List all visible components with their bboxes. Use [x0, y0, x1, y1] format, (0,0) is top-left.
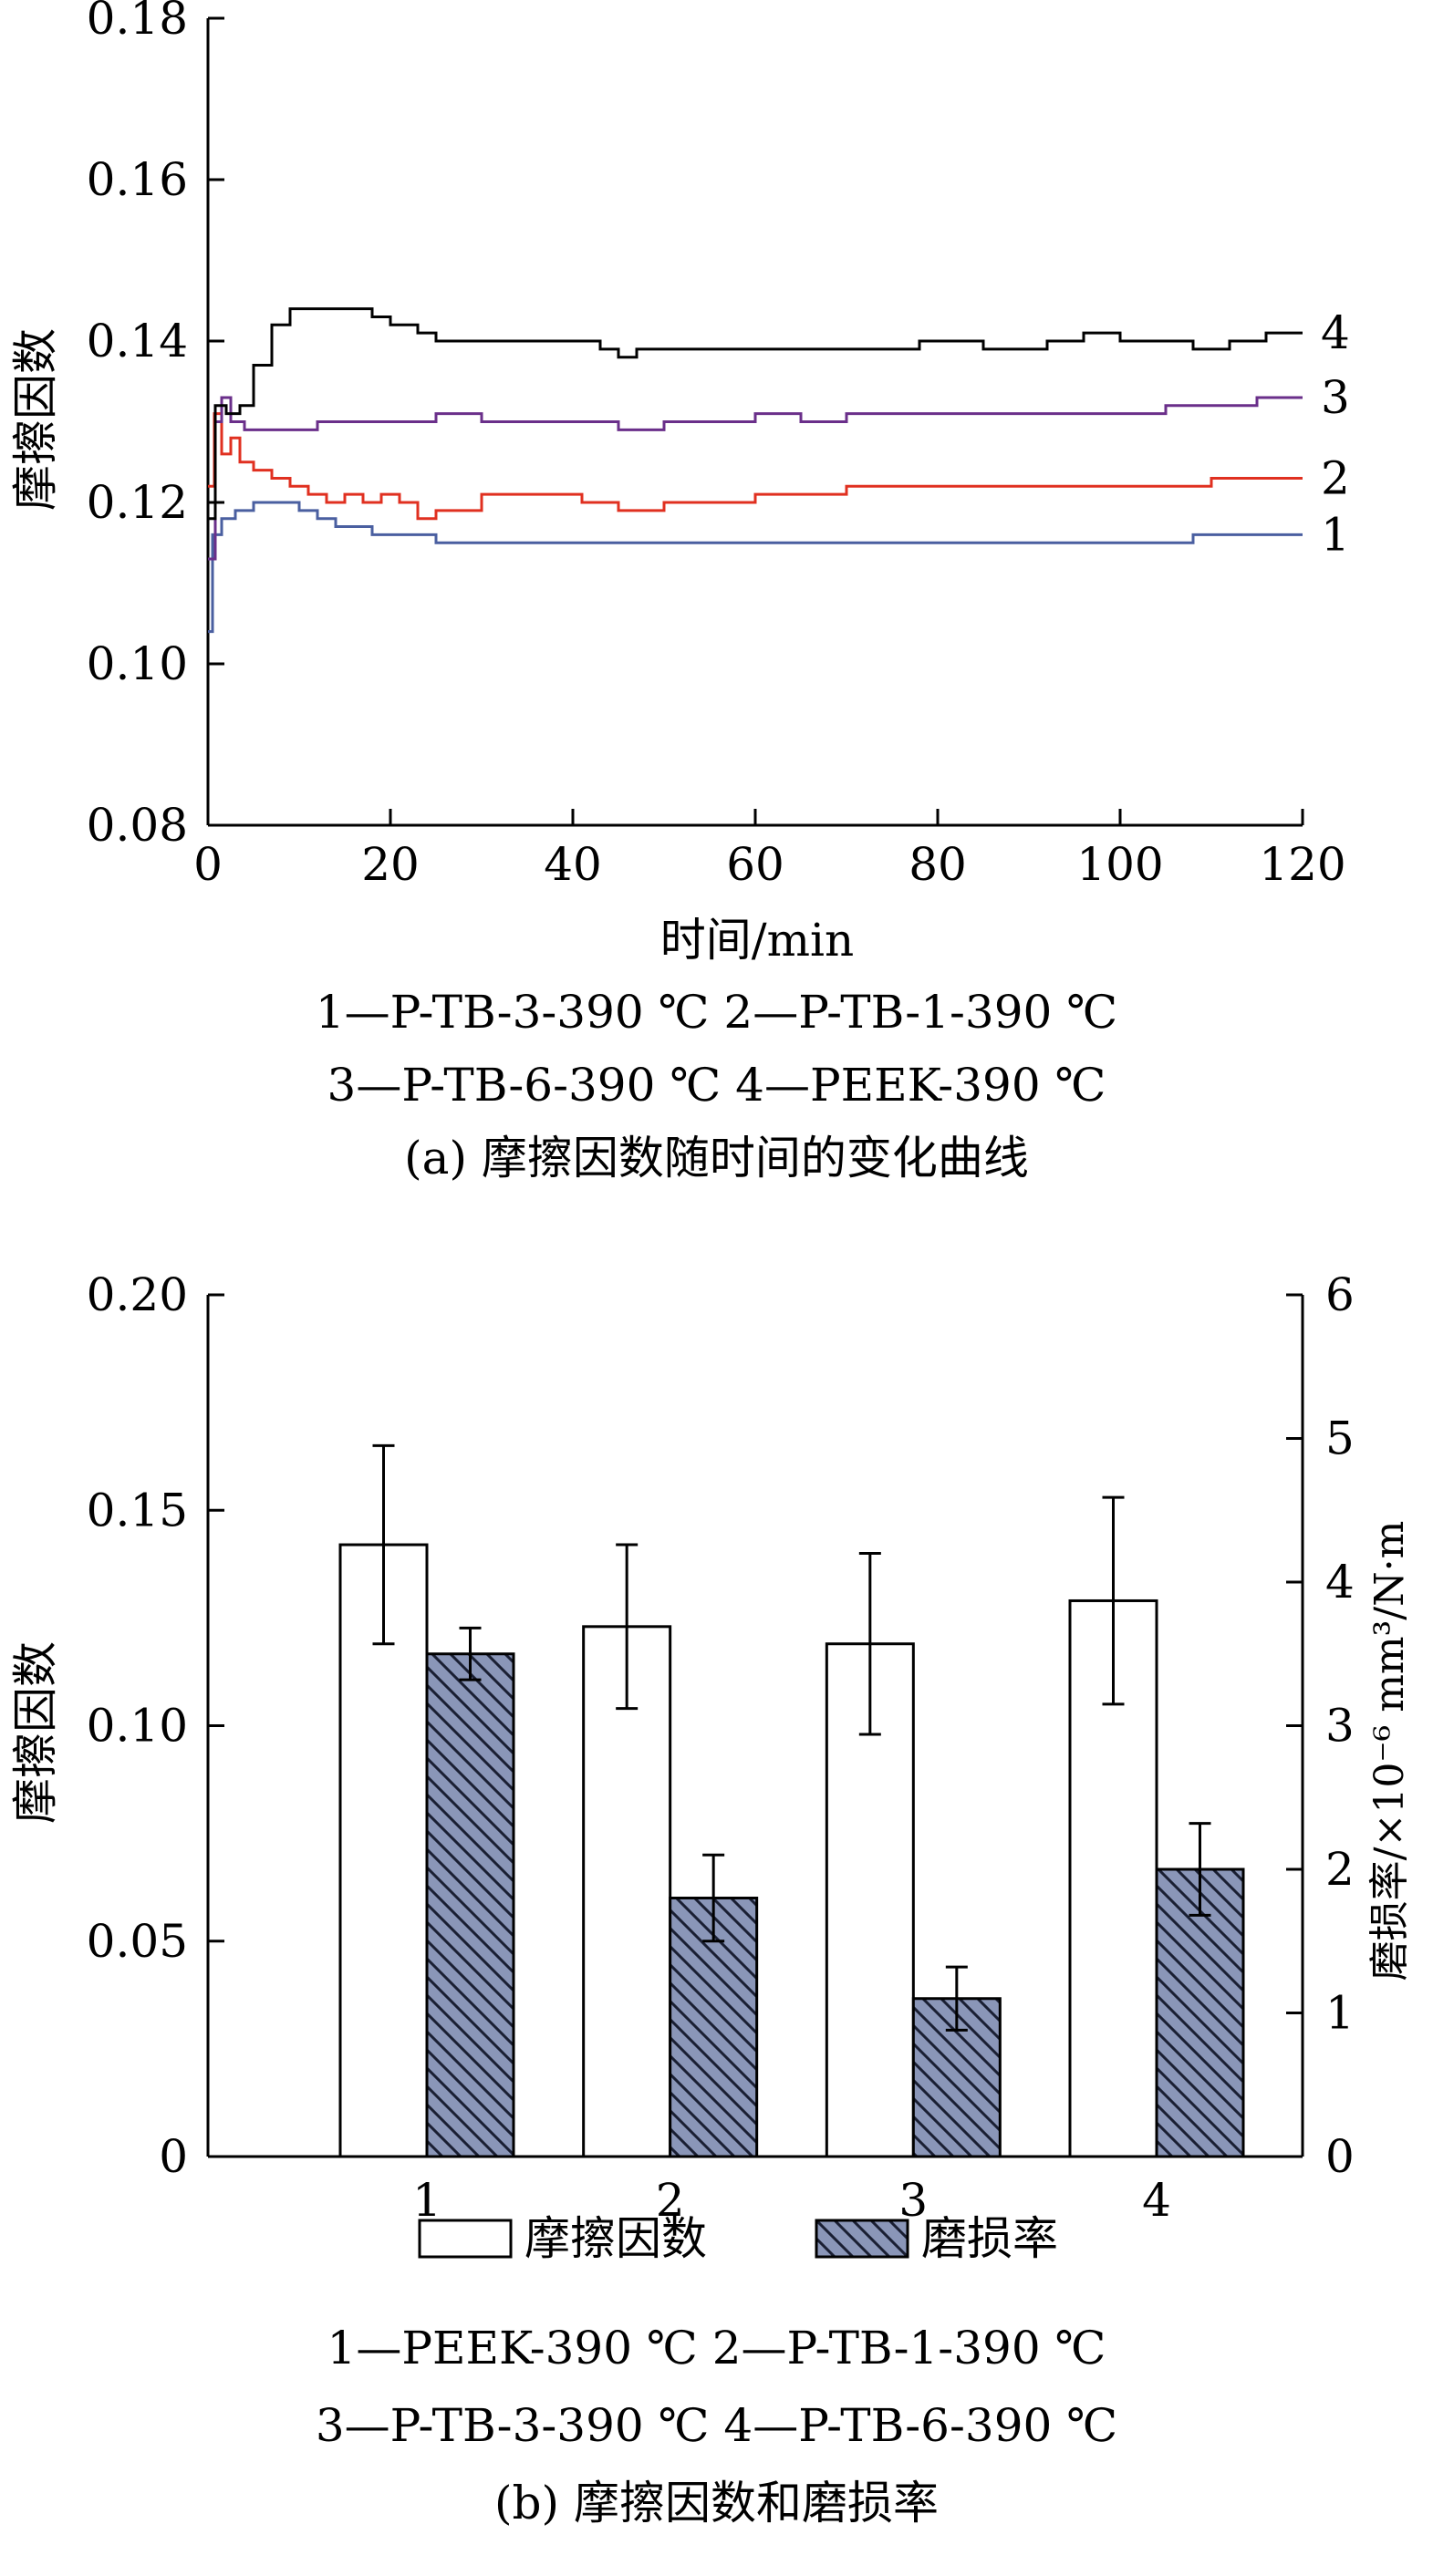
series-label-4: 4 [1321, 306, 1350, 359]
right-tick-label: 3 [1325, 1700, 1355, 1753]
x-axis-label: 时间/min [660, 914, 854, 967]
tick-labels: 0 0.05 0.10 0.15 0.20 0 1 2 3 4 5 6 1 2 3 4 [87, 1268, 1355, 2227]
bars [338, 1443, 1245, 2158]
right-tick-label: 6 [1325, 1268, 1355, 1321]
series-label-1: 1 [1321, 508, 1350, 561]
x-tick-label: 2 [656, 2174, 685, 2227]
bar-wear-4 [1155, 1867, 1245, 2158]
series-label-3: 3 [1321, 371, 1350, 424]
x-tick-label: 0 [193, 838, 223, 891]
friction-wear-bar-chart: 0 0.05 0.10 0.15 0.20 0 1 2 3 4 5 6 1 2 3 4 摩擦因数 磨损率/×1… [9, 1268, 1413, 2261]
axes [206, 16, 1304, 827]
caption-b: (b) 摩擦因数和磨损率 [494, 2477, 939, 2529]
x-tick-label: 120 [1259, 838, 1345, 891]
x-tick-label: 60 [726, 838, 784, 891]
y-tick-label: 0.08 [87, 799, 188, 852]
x-tick-label: 3 [898, 2174, 928, 2227]
left-tick-label: 0.05 [87, 1915, 188, 1968]
series-line-3 [208, 396, 1303, 561]
series-line-2 [208, 412, 1303, 521]
y-axis-label: 摩擦因数 [9, 328, 62, 511]
left-tick-label: 0.10 [87, 1700, 188, 1753]
left-tick-label: 0 [159, 2130, 188, 2183]
left-tick-label: 0.20 [87, 1268, 188, 1321]
friction-time-chart: 0.080.100.120.140.160.180 20 40 60 80 100 120 … [9, 0, 1350, 967]
right-tick-label: 1 [1325, 1987, 1355, 2040]
y-axis-label-left: 摩擦因数 [9, 1641, 62, 1824]
legend-swatch-friction [418, 2219, 513, 2259]
x-tick-label: 20 [361, 838, 420, 891]
series-lines [208, 307, 1303, 634]
legend: 摩擦因数 磨损率 [418, 2212, 1058, 2261]
series-end-labels: 12 3 4 [1321, 306, 1350, 561]
right-tick-label: 2 [1325, 1843, 1355, 1896]
x-tick-label: 80 [909, 838, 967, 891]
tick-labels: 0.08 0.10 0.12 0.14 0.16 0.18 0 20 40 60 80 100 120 [87, 0, 1346, 891]
left-tick-label: 0.15 [87, 1484, 188, 1536]
legend-b-line-2: 3—P-TB-3-390 ℃ 4—P-TB-6-390 ℃ [315, 2399, 1118, 2452]
y-tick-label: 0.16 [87, 153, 188, 206]
legend-a-line-2: 3—P-TB-6-390 ℃ 4—PEEK-390 ℃ [327, 1059, 1106, 1112]
bar-wear-1 [425, 1652, 515, 2158]
series-line-1 [208, 501, 1303, 634]
caption-a: (a) 摩擦因数随时间的变化曲线 [404, 1132, 1029, 1185]
y-tick-label: 0.10 [87, 637, 188, 690]
series-line-4 [208, 307, 1303, 521]
x-tick-label: 1 [412, 2174, 441, 2227]
legend-b-line-1: 1—PEEK-390 ℃ 2—P-TB-1-390 ℃ [327, 2322, 1106, 2374]
y-tick-label: 0.14 [87, 315, 188, 367]
x-tick-label: 100 [1076, 838, 1163, 891]
right-tick-label: 0 [1325, 2130, 1355, 2183]
x-tick-label: 40 [544, 838, 602, 891]
legend-label-friction: 摩擦因数 [524, 2212, 707, 2261]
y-axis-label-right: 磨损率/×10⁻⁶ mm³/N·m [1366, 1521, 1413, 1981]
legend-label-wear: 磨损率 [921, 2212, 1058, 2261]
right-tick-label: 4 [1325, 1556, 1355, 1609]
series-label-2: 2 [1321, 451, 1350, 504]
y-tick-label: 0.18 [87, 0, 188, 45]
y-tick-label: 0.12 [87, 476, 188, 529]
x-tick-label: 4 [1142, 2174, 1171, 2227]
legend-swatch-wear [815, 2219, 909, 2259]
legend-a-line-1: 1—P-TB-3-390 ℃ 2—P-TB-1-390 ℃ [315, 986, 1118, 1039]
right-tick-label: 5 [1325, 1412, 1355, 1465]
